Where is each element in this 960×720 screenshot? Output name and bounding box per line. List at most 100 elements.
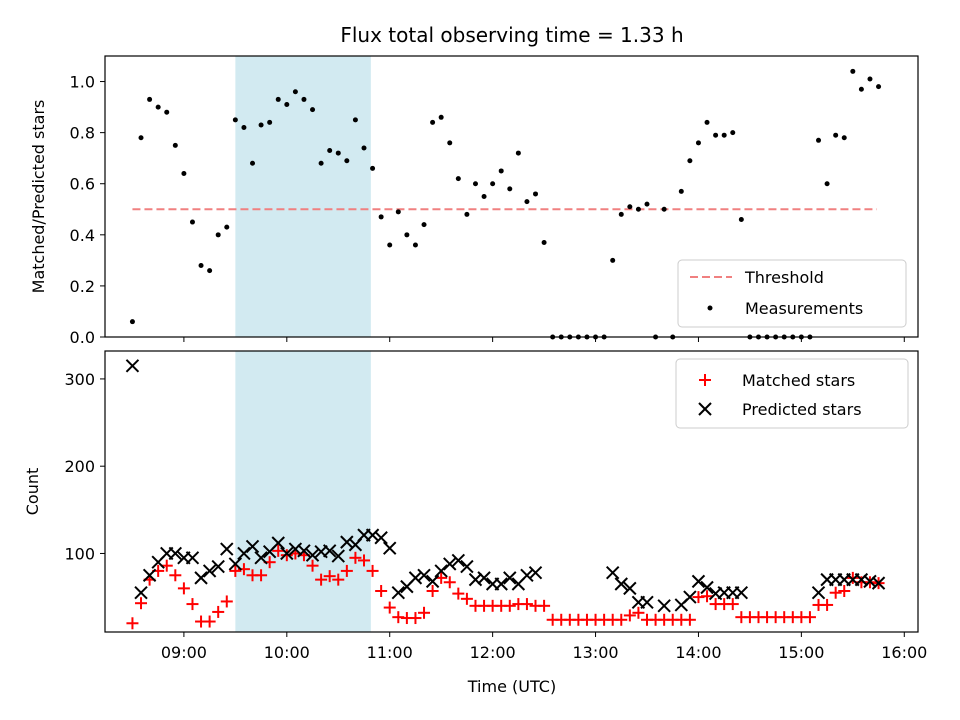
predicted-star-marker: [305, 548, 320, 562]
matched-star-marker: [169, 569, 182, 582]
measurement-point: [816, 137, 822, 143]
measurement-point: [404, 232, 410, 238]
matched-star-marker: [366, 564, 379, 577]
predicted-star-marker: [408, 571, 423, 585]
measurement-point: [635, 206, 641, 212]
measurement-point: [327, 148, 333, 154]
predicted-star-marker: [383, 541, 397, 555]
predicted-star-marker: [202, 564, 217, 578]
predicted-star-marker: [185, 551, 200, 565]
predicted-star-marker: [168, 546, 183, 561]
measurement-point: [447, 140, 453, 146]
matched-legend-label: Matched stars: [742, 371, 855, 390]
matched-star-marker: [220, 595, 233, 608]
matched-star-marker: [418, 606, 431, 619]
measurement-point: [841, 135, 847, 141]
ratio-y-tick-label: 0.2: [70, 277, 95, 296]
matched-star-marker: [829, 586, 842, 599]
measurement-point: [250, 160, 256, 166]
predicted-star-marker: [134, 586, 148, 600]
predicted-star-marker: [391, 586, 406, 600]
measurement-point: [241, 125, 247, 131]
matched-star-marker: [701, 590, 714, 603]
predicted-star-marker: [520, 568, 534, 582]
matched-star-marker: [229, 564, 242, 577]
measurement-point: [713, 132, 719, 138]
ratio-axes-frame: [104, 55, 919, 338]
measurement-point: [155, 104, 161, 110]
matched-star-marker: [503, 599, 516, 612]
measurement-point: [207, 268, 213, 274]
measurement-point: [678, 188, 684, 194]
predicted-star-marker: [691, 574, 706, 589]
matched-star-marker: [409, 612, 422, 625]
count-axes-frame: [104, 350, 919, 633]
count-y-tick-label: 100: [64, 544, 95, 563]
measurement-point: [267, 119, 273, 125]
ratio-y-tick-label: 0.0: [70, 328, 95, 347]
measurement-point: [318, 160, 324, 166]
x-tick-label: 16:00: [881, 643, 927, 662]
predicted-star-marker: [194, 571, 208, 585]
ratio-panel: 0.0 0.2 0.4 0.6 0.8 1.0 Matched/Predicted sta…: [29, 55, 919, 347]
measurement-point: [412, 242, 418, 248]
ratio-y-tick-label: 0.6: [70, 175, 95, 194]
matched-star-marker: [821, 598, 834, 611]
measurement-point: [335, 150, 341, 156]
measurement-point: [438, 114, 444, 120]
measurement-point: [138, 135, 144, 141]
measurement-point: [387, 242, 393, 248]
x-tick-label: 15:00: [778, 643, 824, 662]
measurement-point: [370, 165, 376, 171]
predicted-star-marker: [477, 571, 491, 585]
predicted-star-marker: [811, 586, 826, 600]
x-tick-label: 10:00: [264, 643, 310, 662]
count-y-ticks: 100 200 300: [64, 370, 105, 563]
x-tick-label: 14:00: [675, 643, 721, 662]
x-axis-label: Time (UTC): [467, 677, 556, 696]
predicted-star-marker: [271, 536, 285, 550]
measurement-point: [172, 142, 178, 148]
measurement-point: [189, 219, 195, 225]
measurement-point: [610, 257, 616, 263]
measurement-point: [490, 181, 496, 187]
predicted-star-marker: [245, 539, 260, 554]
matched-star-marker: [632, 606, 645, 619]
matched-star-marker: [255, 569, 268, 582]
measurement-point: [301, 96, 307, 102]
measurement-point: [258, 122, 264, 128]
matched-star-marker: [520, 598, 533, 611]
measurement-point: [507, 186, 513, 192]
measurement-point: [421, 222, 427, 228]
predicted-star-marker: [425, 574, 440, 589]
matched-star-marker: [315, 573, 328, 586]
predicted-star-marker: [365, 528, 380, 542]
measurement-point: [147, 96, 153, 102]
predicted-star-marker: [228, 557, 243, 571]
predicted-star-marker: [142, 568, 157, 582]
observing-window-span-top: [235, 56, 371, 337]
measurement-point: [292, 89, 298, 95]
predicted-star-marker: [528, 565, 543, 580]
measurement-point: [858, 86, 864, 92]
count-x-ticks: 09:00 10:00 11:00 12:00 13:00 14:00 15:00 16:00: [161, 632, 927, 662]
predicted-star-marker: [322, 544, 337, 558]
matched-star-marker: [383, 601, 396, 614]
matched-star-marker: [838, 584, 851, 597]
measurement-point: [541, 239, 547, 245]
measurement-point: [627, 204, 633, 210]
measurement-point: [695, 140, 701, 146]
measurement-point: [824, 181, 830, 187]
measurement-point: [129, 319, 135, 325]
predicted-star-marker: [451, 553, 466, 568]
count-panel: 100 200 300 09:00 10:00 11:00 12:00 13:00 14:00…: [23, 350, 927, 696]
matched-star-marker: [452, 587, 465, 600]
predicted-stars-markers: [125, 359, 886, 613]
predicted-star-marker: [734, 586, 749, 600]
ratio-y-tick-label: 1.0: [70, 73, 95, 92]
predicted-star-marker: [871, 576, 886, 590]
matched-star-marker: [135, 597, 148, 610]
matched-star-marker: [683, 613, 696, 626]
predicted-star-marker: [254, 551, 268, 565]
count-legend: Matched stars Predicted stars: [675, 358, 909, 429]
